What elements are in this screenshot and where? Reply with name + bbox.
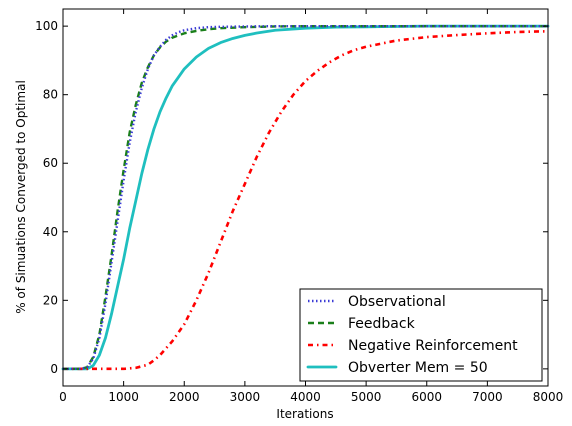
ticks-layer: 0 1000 2000 3000 4000 5000 6000 7000 8000 0 20 40 60… bbox=[35, 9, 563, 404]
x-tick-label: 1000 bbox=[108, 390, 139, 404]
legend: Observational Feedback Negative Reinforcem… bbox=[299, 288, 543, 382]
x-tick-label: 2000 bbox=[169, 390, 200, 404]
legend-label: Obverter Mem = 50 bbox=[348, 360, 488, 376]
x-tick-label: 3000 bbox=[230, 390, 261, 404]
legend-box bbox=[299, 288, 543, 382]
x-axis-title: Iterations bbox=[276, 407, 333, 421]
x-tick-label: 0 bbox=[59, 390, 67, 404]
y-tick-label: 100 bbox=[35, 19, 58, 33]
series-line-obverter-mem-50 bbox=[61, 24, 550, 371]
legend-label: Negative Reinforcement bbox=[348, 338, 518, 354]
y-tick-label: 40 bbox=[43, 225, 58, 239]
y-axis-title: % of Simuations Converged to Optimal bbox=[14, 80, 28, 314]
legend-label: Observational bbox=[348, 294, 446, 310]
x-tick-label: 4000 bbox=[290, 390, 321, 404]
y-tick-label: 20 bbox=[43, 293, 58, 307]
x-tick-label: 5000 bbox=[351, 390, 382, 404]
legend-label: Feedback bbox=[348, 316, 416, 332]
y-tick-label: 80 bbox=[43, 88, 58, 102]
x-tick-label: 7000 bbox=[472, 390, 503, 404]
y-tick-label: 60 bbox=[43, 156, 58, 170]
x-tick-label: 6000 bbox=[411, 390, 442, 404]
x-tick-label: 8000 bbox=[533, 390, 564, 404]
series-layer bbox=[61, 24, 550, 371]
y-tick-label: 0 bbox=[50, 362, 58, 376]
series-line-negative-reinforcement bbox=[63, 29, 549, 371]
